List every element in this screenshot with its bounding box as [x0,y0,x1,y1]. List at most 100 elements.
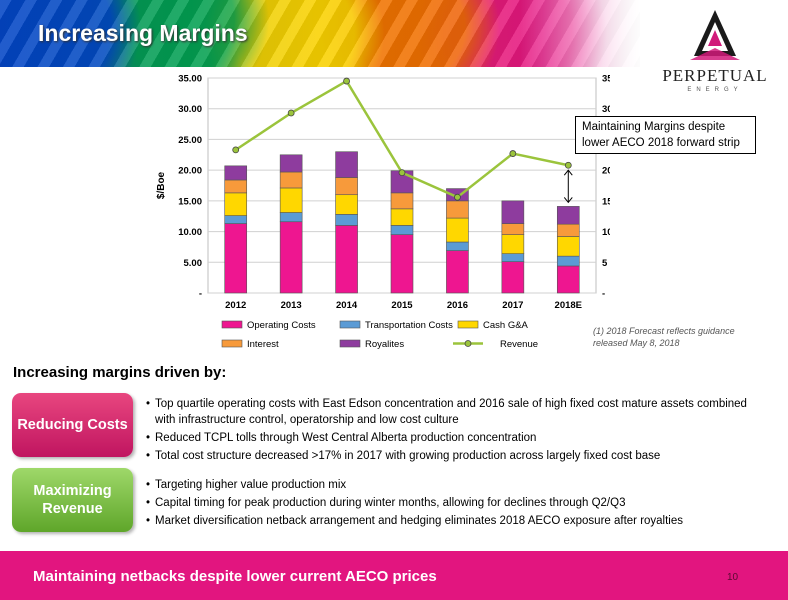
bar-segment [446,250,469,294]
bar-segment [279,212,303,223]
revenue-point [343,77,350,85]
bar-segment [501,253,525,262]
bar-segment [556,236,580,257]
bar-segment [279,171,303,189]
bar-segment [390,192,414,210]
bar-segment [390,234,414,294]
bar-segment [446,200,469,219]
list-item: Top quartile operating costs with East E… [146,396,766,428]
bar-segment [335,177,358,196]
y-tick-label-left: - [199,289,202,300]
y-tick-label-right: 10 [602,227,610,238]
legend-swatch [457,320,479,329]
y-tick-label-right: - [602,289,605,300]
revenue-point [232,146,240,154]
legend-label: Operating Costs [247,320,316,331]
legend-label: Transportation Costs [365,320,453,331]
bar-segment [446,217,469,243]
forecast-footnote: (1) 2018 Forecast reflects guidance rele… [593,326,735,348]
x-tick-label: 2014 [336,300,358,311]
bar-segment [390,208,414,226]
y-tick-label-right: 15 [602,196,610,207]
logo-wordmark: PERPETUAL [662,66,768,85]
bar-segment [335,225,358,294]
logo-subtitle: ENERGY [687,87,743,93]
y-tick-label-left: 20.00 [178,166,202,177]
page-title: Increasing Margins [38,20,248,46]
reducing-costs-label: Reducing Costs [17,417,128,433]
bar-segment [279,221,303,294]
y-tick-label-right: 5 [602,258,608,269]
legend-swatch [221,339,243,348]
y-tick-label-left: 10.00 [178,227,202,238]
bar-segment [224,215,248,224]
revenue-point [287,109,295,117]
bar-segment [224,165,248,181]
x-tick-label: 2015 [391,300,413,311]
bar-segment [446,241,469,251]
y-tick-label-right: 20 [602,166,610,177]
legend-swatch [339,339,361,348]
legend-label: Royalites [365,339,404,350]
x-tick-label: 2013 [281,300,302,311]
revenue-point [509,150,517,157]
legend-swatch [339,320,361,329]
bar-segment [279,154,303,173]
company-logo: PERPETUAL ENERGY [660,8,770,98]
y-tick-label-left: 5.00 [184,258,203,269]
reducing-costs-list: Top quartile operating costs with East E… [146,396,766,466]
bar-segment [224,192,248,216]
bar-segment [390,225,414,235]
y-tick-label-left: 15.00 [178,196,202,207]
legend-swatch [464,340,472,347]
maximizing-revenue-badge: Maximizing Revenue [12,468,133,532]
y-tick-label-right: 35 [602,74,610,85]
footer-message: Maintaining netbacks despite lower curre… [33,568,437,585]
bar-segment [224,223,248,294]
list-item: Total cost structure decreased >17% in 2… [146,448,766,464]
bar-segment [224,179,248,194]
x-tick-label: 2016 [447,300,468,311]
cost-revenue-chart: --5.00510.001015.001520.002025.002530.00… [156,74,610,351]
list-item: Market diversification netback arrangeme… [146,513,766,529]
maximizing-revenue-list: Targeting higher value production mix Ca… [146,477,766,531]
margin-arrow-head-top [563,169,573,176]
footer-bar: Maintaining netbacks despite lower curre… [0,551,788,600]
y-tick-label-right: 30 [602,104,610,115]
bar-segment [556,223,580,237]
bar-segment [501,200,525,224]
reducing-costs-badge: Reducing Costs [12,393,133,457]
bar-segment [501,234,525,254]
bar-segment [556,206,580,225]
bar-segment [335,214,358,226]
bar-segment [335,151,358,178]
page-number: 10 [727,572,739,583]
bar-segment [501,223,525,235]
y-tick-label-left: 30.00 [178,104,202,115]
list-item: Capital timing for peak production durin… [146,495,766,511]
y-axis-label-left: $/Boe [156,171,167,199]
legend-label: Interest [247,339,279,350]
x-tick-label: 2018E [555,300,582,311]
x-tick-label: 2017 [502,300,523,311]
x-tick-label: 2012 [225,300,246,311]
section-subheading: Increasing margins driven by: [13,364,227,381]
revenue-point [398,169,406,176]
bar-segment [335,194,358,215]
revenue-point [454,193,461,201]
legend-label: Revenue [500,339,538,350]
bar-segment [279,187,303,213]
list-item: Reduced TCPL tolls through West Central … [146,430,766,446]
bar-segment [556,265,580,294]
triangle-logo-icon [690,10,740,60]
y-tick-label-left: 35.00 [178,74,202,85]
legend-label: Cash G&A [483,320,529,331]
list-item: Targeting higher value production mix [146,477,766,493]
margin-callout: Maintaining Margins despite lower AECO 2… [575,116,756,154]
header-banner: Increasing Margins [0,0,788,67]
revenue-point [564,161,572,169]
bar-segment [556,255,580,267]
y-tick-label-left: 25.00 [178,135,202,146]
maximizing-revenue-label: Maximizing Revenue [33,483,112,517]
margin-arrow-head-bottom [563,197,573,204]
